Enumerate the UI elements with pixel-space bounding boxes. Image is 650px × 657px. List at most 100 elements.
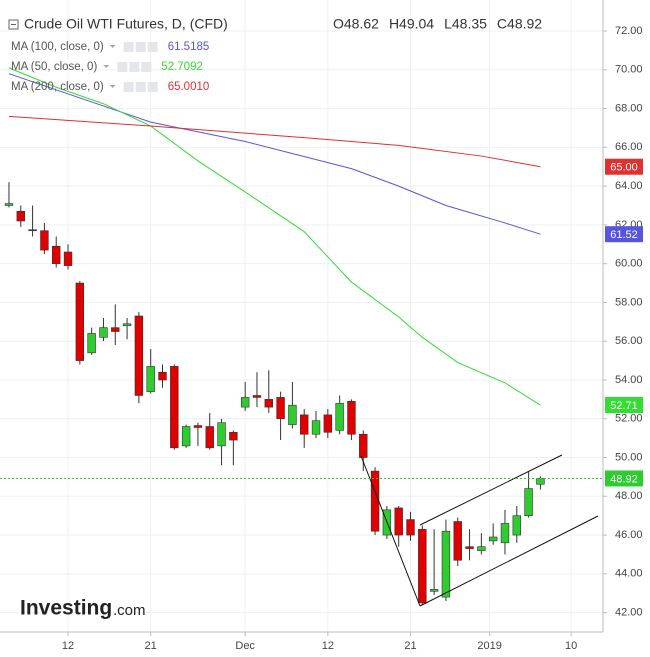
candle-body [347,401,356,435]
candles [4,182,545,605]
logo-suffix: .com [113,602,146,619]
candle-body [122,323,132,326]
candle-body [370,470,380,532]
candle-body [323,414,333,433]
moving-averages [8,67,541,406]
legend-icon[interactable] [123,82,134,92]
y-tick-label: 66.00 [615,141,643,153]
candle-body [418,528,427,604]
axes: 42.00 44.00 46.00 48.00 50.00 52.00 54.00 56.00… [0,25,643,652]
price-badge-label: 65.00 [610,162,638,174]
price-badge [605,396,643,413]
legend: MA (100, close, 0) 61.5185 MA (50, close, … [11,41,209,93]
candle-body [111,327,120,332]
candle-body [229,432,238,441]
candle-body [441,530,451,598]
y-tick-label: 68.00 [615,102,643,114]
legend-icon[interactable] [135,42,146,52]
legend-icon[interactable] [117,62,128,72]
candle-body [4,203,14,206]
candle-body [75,282,85,361]
ma-line [8,73,541,235]
x-tick-label: 12 [62,640,74,652]
legend-name: MA (100, close, 0) [11,41,104,53]
legend-value: 52.7092 [161,61,203,73]
y-tick-label: 44.00 [615,568,643,580]
y-tick-label: 58.00 [615,296,643,308]
candle-body [252,395,262,398]
y-tick-label: 64.00 [615,180,643,192]
y-tick-label: 48.00 [615,490,643,502]
candle-body [394,507,403,536]
candle-body [40,230,49,251]
candle-body [335,402,344,431]
ohlc-value: O48.62 [333,16,379,32]
candle-body [52,245,61,264]
collapse-icon[interactable] [8,19,19,30]
x-tick-label: 21 [404,640,416,652]
candle-body [205,426,214,449]
ohlc: O48.62 H49.04 L48.35 C48.92 [333,16,542,32]
ma-line [8,67,541,406]
candle-body [500,523,510,544]
candle-body [193,425,203,428]
y-tick-label: 52.00 [615,413,643,425]
y-tick-label: 72.00 [615,25,643,37]
legend-name: MA (50, close, 0) [11,61,97,73]
trend-channel [360,454,599,607]
x-tick-label: Dec [235,640,255,652]
candle-body [240,397,250,408]
candle-body [28,229,37,232]
price-badge-label: 48.92 [610,473,638,485]
y-tick-label: 42.00 [615,607,643,619]
trend-line [419,515,599,607]
legend-icon[interactable] [147,42,158,52]
price-badge [605,226,643,243]
legend-value: 65.0010 [168,81,210,93]
candle-body [134,315,144,396]
legend-name: MA (200, close, 0) [11,81,104,93]
legend-icon[interactable] [123,42,134,52]
candle-body [170,366,179,449]
legend-caret [109,85,116,88]
candle-body [359,433,368,458]
candle-body [276,397,285,420]
price-badge-label: 52.71 [610,400,638,412]
candle-body [311,420,321,435]
candle-body [429,589,439,592]
candle-body [288,404,297,425]
symbol-title: Crude Oil WTI Futures, D, (CFD) [24,16,228,32]
candle-body [158,371,167,381]
trend-line [419,454,563,526]
candle-body [300,414,309,435]
x-tick-label: 12 [322,640,334,652]
ma-line [8,115,541,168]
candle-body [146,366,155,392]
candle-body [16,211,25,222]
candle-body [465,546,474,549]
legend-caret [103,65,110,68]
candle-body [264,399,273,408]
candle-body [63,251,73,266]
candle-body [217,422,226,447]
legend-icon[interactable] [129,62,140,72]
price-badge [605,158,643,175]
y-tick-label: 50.00 [615,451,643,463]
trend-line [360,455,421,607]
legend-caret [109,45,116,48]
candle-body [488,536,498,542]
legend-icon[interactable] [147,82,158,92]
logo: Investing .com [20,597,146,620]
x-tick-label: 21 [145,640,157,652]
x-tick-label: 10 [565,640,577,652]
candle-body [477,546,486,551]
legend-icon[interactable] [135,82,146,92]
ohlc-value: C48.92 [497,16,542,32]
y-tick-label: 70.00 [615,64,643,76]
candle-body [536,478,545,485]
ohlc-value: H49.04 [389,16,434,32]
ohlc-value: L48.35 [444,16,487,32]
legend-icon[interactable] [141,62,152,72]
legend-value: 61.5185 [168,41,210,53]
